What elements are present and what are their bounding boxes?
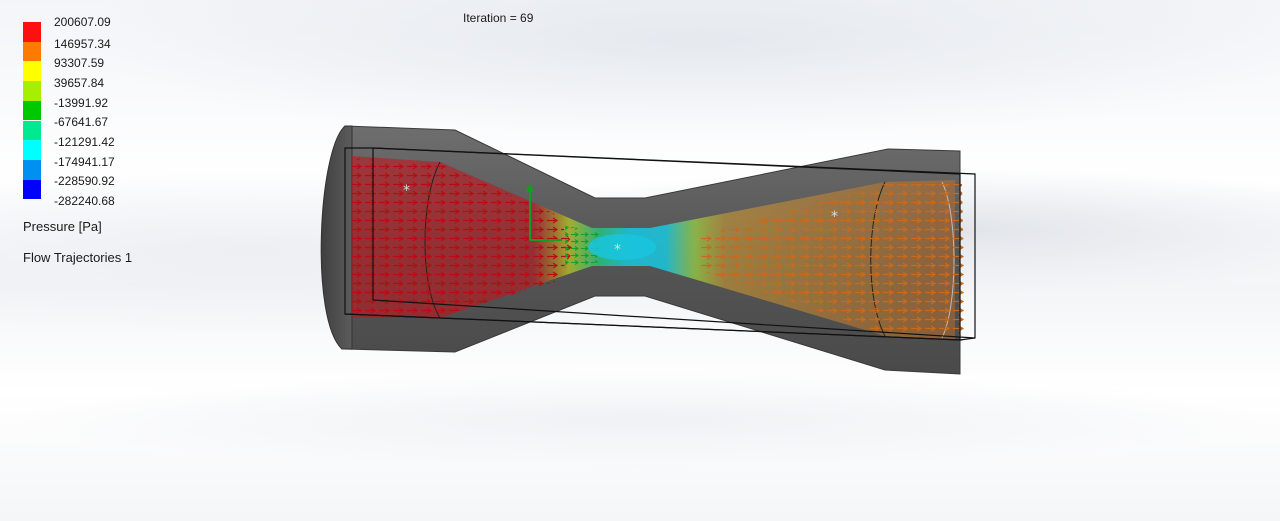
legend-title: Pressure [Pa] — [23, 219, 102, 234]
computational-domain-box — [344, 147, 976, 341]
iteration-label: Iteration = 69 — [463, 11, 534, 25]
throat-flow-arrows — [565, 226, 600, 268]
probe-marker-2: * — [614, 242, 621, 258]
outlet-flow-arrows — [700, 184, 966, 336]
throat-region — [588, 234, 656, 260]
legend-band-9 — [23, 179, 41, 200]
legend-tick-3: 93307.59 — [54, 56, 105, 70]
legend-tick-5: -13991.92 — [54, 96, 109, 110]
legend-tick-6: -67641.67 — [54, 115, 109, 129]
legend-band-2 — [23, 41, 41, 62]
legend-band-8 — [23, 159, 41, 180]
legend-tick-8: -174941.17 — [54, 155, 115, 169]
legend-tick-9: -228590.92 — [54, 174, 115, 188]
legend-tick-10: -282240.68 — [54, 194, 115, 208]
probe-marker-1: * — [403, 183, 410, 199]
coordinate-triad-icon — [526, 183, 562, 241]
legend-band-3 — [23, 61, 41, 82]
legend-band-6 — [23, 120, 41, 141]
probe-marker-3: * — [831, 209, 838, 225]
inlet-flow-arrows — [352, 158, 575, 316]
legend-tick-4: 39657.84 — [54, 76, 105, 90]
probe-markers: * * * — [403, 183, 838, 258]
legend-band-5 — [23, 100, 41, 121]
legend-tick-1: 200607.09 — [54, 15, 111, 29]
inlet-cap — [320, 125, 353, 350]
legend-tick-7: -121291.42 — [54, 135, 115, 149]
legend-band-4 — [23, 81, 41, 101]
legend-band-7 — [23, 140, 41, 160]
feature-name: Flow Trajectories 1 — [23, 250, 133, 265]
legend-tick-2: 146957.34 — [54, 37, 111, 51]
legend-band-1 — [23, 22, 41, 42]
